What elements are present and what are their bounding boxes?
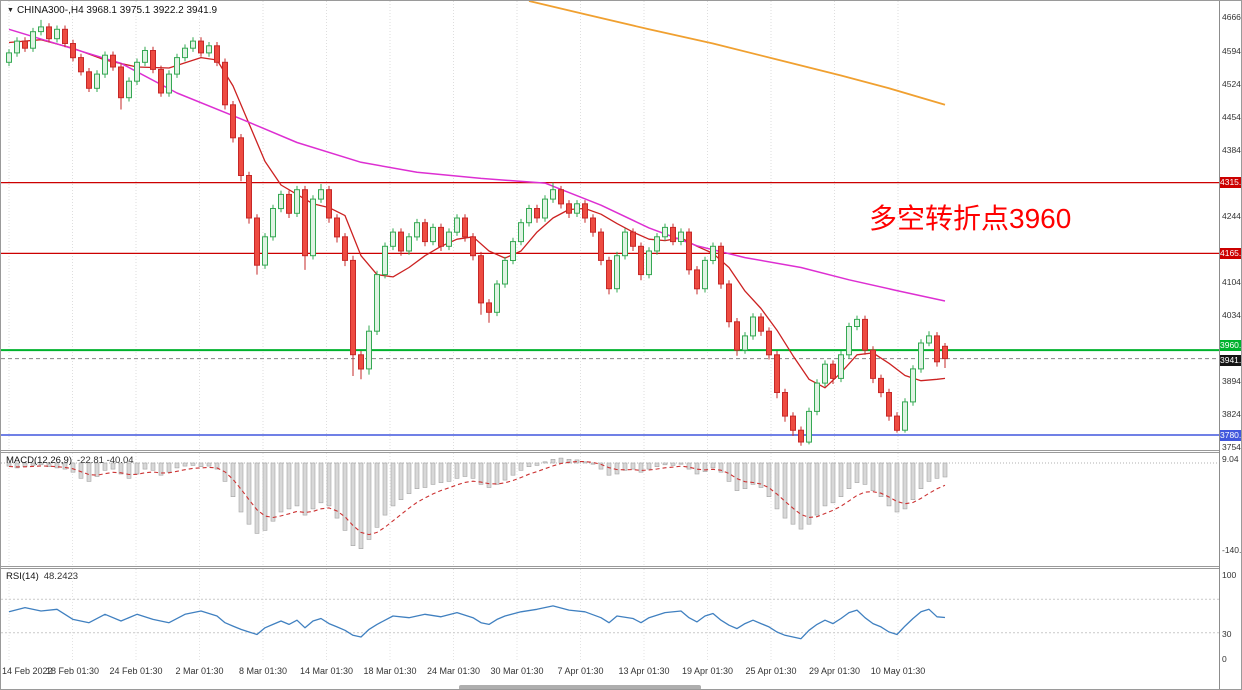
rsi-axis-label: 100 bbox=[1222, 570, 1237, 580]
macd-axis-label: 9.04 bbox=[1222, 453, 1239, 464]
price-badge-3960.0: 3960.0 bbox=[1220, 340, 1242, 352]
price-axis-label: 3754.0 bbox=[1222, 442, 1241, 453]
rsi-panel[interactable]: RSI(14) 48.2423 bbox=[1, 569, 1219, 662]
price-axis-label: 4104.0 bbox=[1222, 277, 1241, 288]
date-label: 7 Apr 01:30 bbox=[557, 666, 604, 676]
price-axis-label: 4524.0 bbox=[1222, 79, 1241, 89]
time-axis[interactable]: 14 Feb 2022 18 Feb 01:30 24 Feb 01:30 2 Mar… bbox=[1, 662, 1219, 682]
horizontal-scrollbar-thumb[interactable] bbox=[459, 685, 701, 689]
date-label: 13 Apr 01:30 bbox=[618, 666, 670, 676]
price-axis-label: 3824.0 bbox=[1222, 409, 1241, 420]
price-axis-label: 4594.0 bbox=[1222, 46, 1241, 56]
macd-label: MACD(12,26,9) -22.81 -40.04 bbox=[6, 455, 134, 466]
macd-canvas[interactable] bbox=[1, 453, 1219, 566]
panel-divider-1[interactable] bbox=[1, 450, 1241, 453]
date-label: 24 Mar 01:30 bbox=[426, 666, 481, 676]
macd-signal-line bbox=[8, 461, 946, 536]
macd-axis-label: -140.44 bbox=[1222, 545, 1242, 555]
main-chart-area[interactable]: ▼ CHINA300-,H4 3968.1 3975.1 3922.2 3941.… bbox=[1, 1, 1219, 450]
macd-histogram bbox=[6, 457, 948, 549]
price-badge-4165.0: 4165.0 bbox=[1220, 247, 1242, 259]
macd-grid bbox=[8, 453, 899, 566]
price-axis-label: 4384.0 bbox=[1222, 145, 1241, 156]
date-label: 30 Mar 01:30 bbox=[490, 666, 544, 676]
rsi-axis-label: 0 bbox=[1222, 654, 1227, 664]
symbol-info: ▼ CHINA300-,H4 3968.1 3975.1 3922.2 3941.… bbox=[7, 5, 217, 16]
collapse-arrow-icon[interactable]: ▼ bbox=[7, 7, 14, 14]
date-label: 25 Apr 01:30 bbox=[745, 666, 797, 676]
date-label: 14 Feb 2022 bbox=[2, 666, 53, 676]
ma-fast-red-line bbox=[8, 39, 946, 389]
macd-panel[interactable]: MACD(12,26,9) -22.81 -40.04 bbox=[1, 453, 1219, 566]
main-chart-canvas[interactable] bbox=[1, 1, 1219, 450]
date-label: 29 Apr 01:30 bbox=[808, 666, 861, 676]
price-badge-3941.9: 3941.9 bbox=[1220, 354, 1242, 366]
price-axis-label: 4666.0 bbox=[1222, 12, 1241, 22]
candlesticks bbox=[6, 19, 948, 446]
date-label: 14 Mar 01:30 bbox=[299, 666, 354, 676]
price-axis-label: 3894.0 bbox=[1222, 376, 1241, 387]
rsi-line bbox=[8, 605, 946, 640]
price-axis-label: 4244.0 bbox=[1222, 211, 1241, 222]
ma-slow-orange-line bbox=[528, 1, 946, 106]
date-label: 24 Feb 01:30 bbox=[109, 666, 163, 676]
macd-values: -22.81 -40.04 bbox=[77, 455, 134, 466]
price-axis[interactable]: 4666.0 4594.0 4524.0 4454.0 4384.0 4244.0 4104… bbox=[1219, 1, 1242, 689]
date-label: 19 Apr 01:30 bbox=[681, 666, 734, 676]
price-axis-label: 4454.0 bbox=[1222, 112, 1241, 122]
main-grid bbox=[8, 1, 899, 450]
price-badge-3780.0: 3780.0 bbox=[1220, 429, 1242, 441]
rsi-name: RSI(14) bbox=[6, 571, 39, 582]
rsi-value: 48.2423 bbox=[43, 571, 79, 582]
ma-mid-magenta-line bbox=[8, 28, 946, 302]
chart-annotation-text: 多空转折点3960 bbox=[869, 203, 1072, 234]
date-label: 10 May 01:30 bbox=[870, 666, 926, 676]
date-label: 18 Mar 01:30 bbox=[363, 666, 417, 676]
panel-divider-2[interactable] bbox=[1, 566, 1241, 569]
date-label: 8 Mar 01:30 bbox=[238, 666, 288, 676]
rsi-axis-label: 30 bbox=[1222, 628, 1232, 639]
date-label: 18 Feb 01:30 bbox=[45, 666, 100, 676]
rsi-label: RSI(14) 48.2423 bbox=[6, 571, 78, 582]
price-axis-label: 4034.0 bbox=[1222, 310, 1241, 321]
price-badge-4315.0: 4315.0 bbox=[1220, 177, 1242, 189]
date-label: 2 Mar 01:30 bbox=[175, 666, 224, 676]
rsi-canvas[interactable] bbox=[1, 569, 1219, 662]
symbol-ohlc-text: CHINA300-,H4 3968.1 3975.1 3922.2 3941.9 bbox=[16, 5, 218, 16]
macd-name: MACD(12,26,9) bbox=[6, 455, 72, 466]
rsi-grid bbox=[8, 569, 899, 662]
